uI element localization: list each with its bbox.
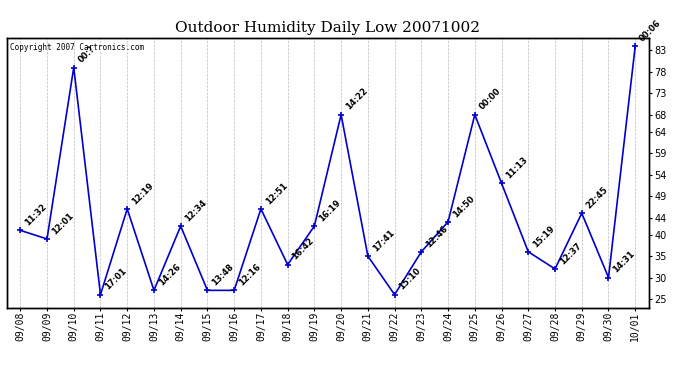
Text: 12:19: 12:19	[130, 181, 155, 206]
Text: 16:42: 16:42	[290, 237, 316, 262]
Text: 12:16: 12:16	[237, 262, 262, 288]
Text: 15:10: 15:10	[397, 267, 423, 292]
Text: 17:41: 17:41	[371, 228, 396, 253]
Text: 12:51: 12:51	[264, 181, 289, 206]
Text: 12:46: 12:46	[424, 224, 449, 249]
Text: 12:01: 12:01	[50, 211, 75, 236]
Text: 13:48: 13:48	[210, 262, 235, 288]
Text: 00:00: 00:00	[477, 87, 502, 112]
Text: 00:06: 00:06	[638, 18, 663, 43]
Text: 14:22: 14:22	[344, 87, 369, 112]
Text: 14:31: 14:31	[611, 249, 637, 275]
Text: 15:19: 15:19	[531, 224, 556, 249]
Text: Copyright 2007 Cartronics.com: Copyright 2007 Cartronics.com	[10, 43, 144, 52]
Text: 11:13: 11:13	[504, 155, 530, 180]
Text: 14:26: 14:26	[157, 262, 182, 288]
Text: 14:50: 14:50	[451, 194, 476, 219]
Text: 11:32: 11:32	[23, 202, 48, 228]
Text: 12:34: 12:34	[184, 198, 209, 223]
Text: 00:?: 00:?	[77, 45, 97, 65]
Text: 22:45: 22:45	[584, 185, 610, 210]
Title: Outdoor Humidity Daily Low 20071002: Outdoor Humidity Daily Low 20071002	[175, 21, 480, 35]
Text: 16:19: 16:19	[317, 198, 342, 223]
Text: 17:01: 17:01	[104, 267, 128, 292]
Text: 12:37: 12:37	[558, 241, 583, 266]
